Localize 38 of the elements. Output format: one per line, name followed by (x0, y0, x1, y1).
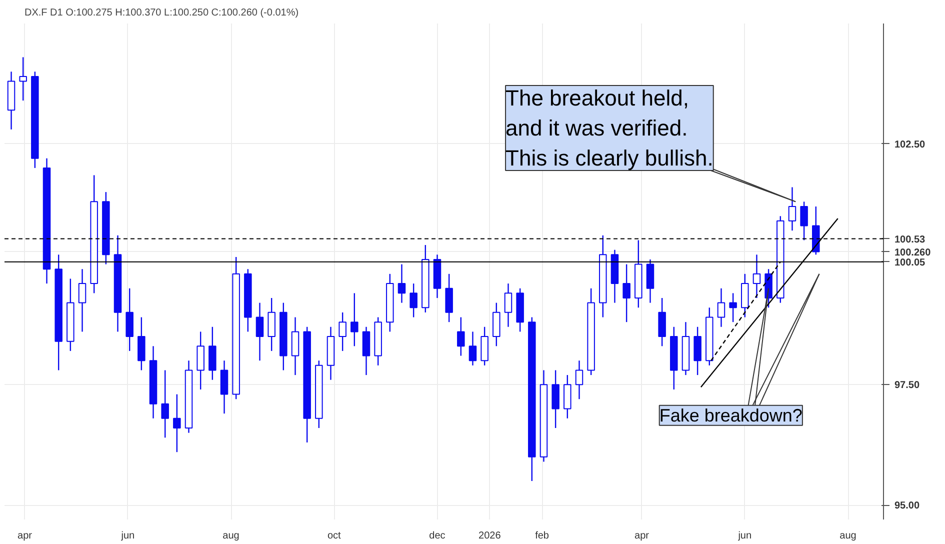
chart-title: DX.F D1 O:100.275 H:100.370 L:100.250 C:100.260 (-0.01%) (24, 8, 299, 18)
x-tick-label: apr (18, 530, 33, 542)
annotation: The breakout held, and it was verified. This is clearly bullish. (506, 86, 714, 170)
x-tick-label: jun (120, 530, 135, 542)
y-tick-label: 100.260 (894, 247, 932, 258)
candlestick (457, 316, 465, 356)
candlestick (504, 282, 512, 328)
candlestick (410, 282, 418, 318)
candlestick (173, 394, 181, 453)
candlestick (161, 370, 169, 438)
x-tick-label: aug (222, 530, 240, 542)
candlestick (398, 264, 406, 304)
candlestick (575, 360, 584, 400)
x-tick-label: dec (429, 530, 446, 542)
y-tick-label: 102.50 (894, 139, 926, 150)
x-tick-label: jun (737, 530, 752, 542)
x-tick-label: apr (634, 530, 650, 542)
candlestick (752, 254, 761, 299)
candlestick (19, 56, 27, 102)
candlestick (338, 312, 346, 352)
candlestick (78, 268, 86, 332)
y-tick-label: 95.00 (894, 500, 920, 512)
candlestick (717, 288, 726, 328)
y-tick-label: 97.50 (894, 380, 920, 392)
ref-line-label: 100.53 (894, 234, 926, 246)
x-tick-label: feb (535, 530, 550, 542)
annotation: Fake breakdown? (659, 405, 802, 426)
x-tick-label: 2026 (478, 530, 502, 542)
candlestick (729, 292, 737, 323)
candlestick (256, 302, 264, 362)
candlestick (800, 201, 808, 241)
candlestick (788, 186, 796, 232)
candlestick (350, 292, 358, 347)
x-tick-label: oct (327, 530, 342, 542)
candlestick (622, 264, 630, 323)
ref-line-label: 100.05 (894, 257, 926, 268)
x-tick-label: aug (840, 530, 856, 542)
candlestick (468, 331, 477, 366)
